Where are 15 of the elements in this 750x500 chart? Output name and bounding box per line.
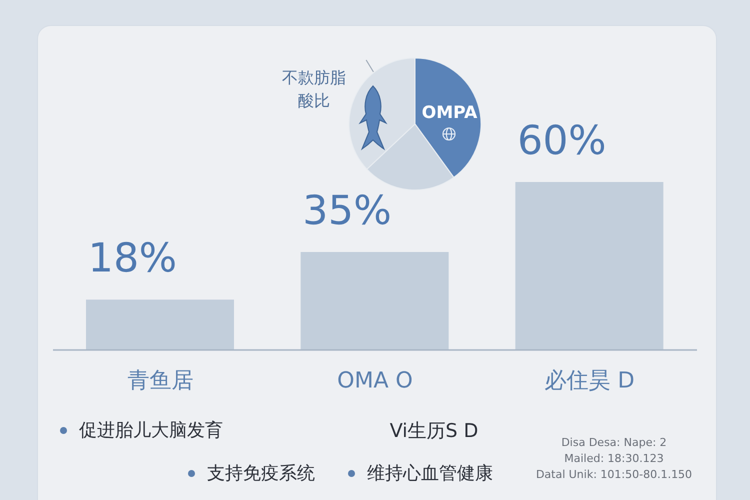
x-tick-label: 必住昊 D <box>544 368 635 394</box>
x-tick-label: 青鱼居 <box>127 368 194 394</box>
text: Mailed: 18:30.123 <box>564 452 664 466</box>
data-label: 18% <box>88 236 177 282</box>
text: Disa Desa: Nape: 2 <box>561 436 667 450</box>
text: 促进胎儿大脑发育 <box>79 420 223 442</box>
text: Vi生历S D <box>390 420 478 443</box>
text: Datal Unik: 101:50-80.1.150 <box>536 468 692 482</box>
slice-label: 不款肪脂酸比 <box>282 68 346 110</box>
x-tick-label: OMA O <box>337 368 413 394</box>
data-label: 35% <box>302 188 392 234</box>
slice-label: OMPA <box>422 102 478 123</box>
text: 维持心血管健康 <box>367 463 493 485</box>
text: 支持免疫系统 <box>207 463 315 485</box>
data-label: 60% <box>517 118 606 164</box>
